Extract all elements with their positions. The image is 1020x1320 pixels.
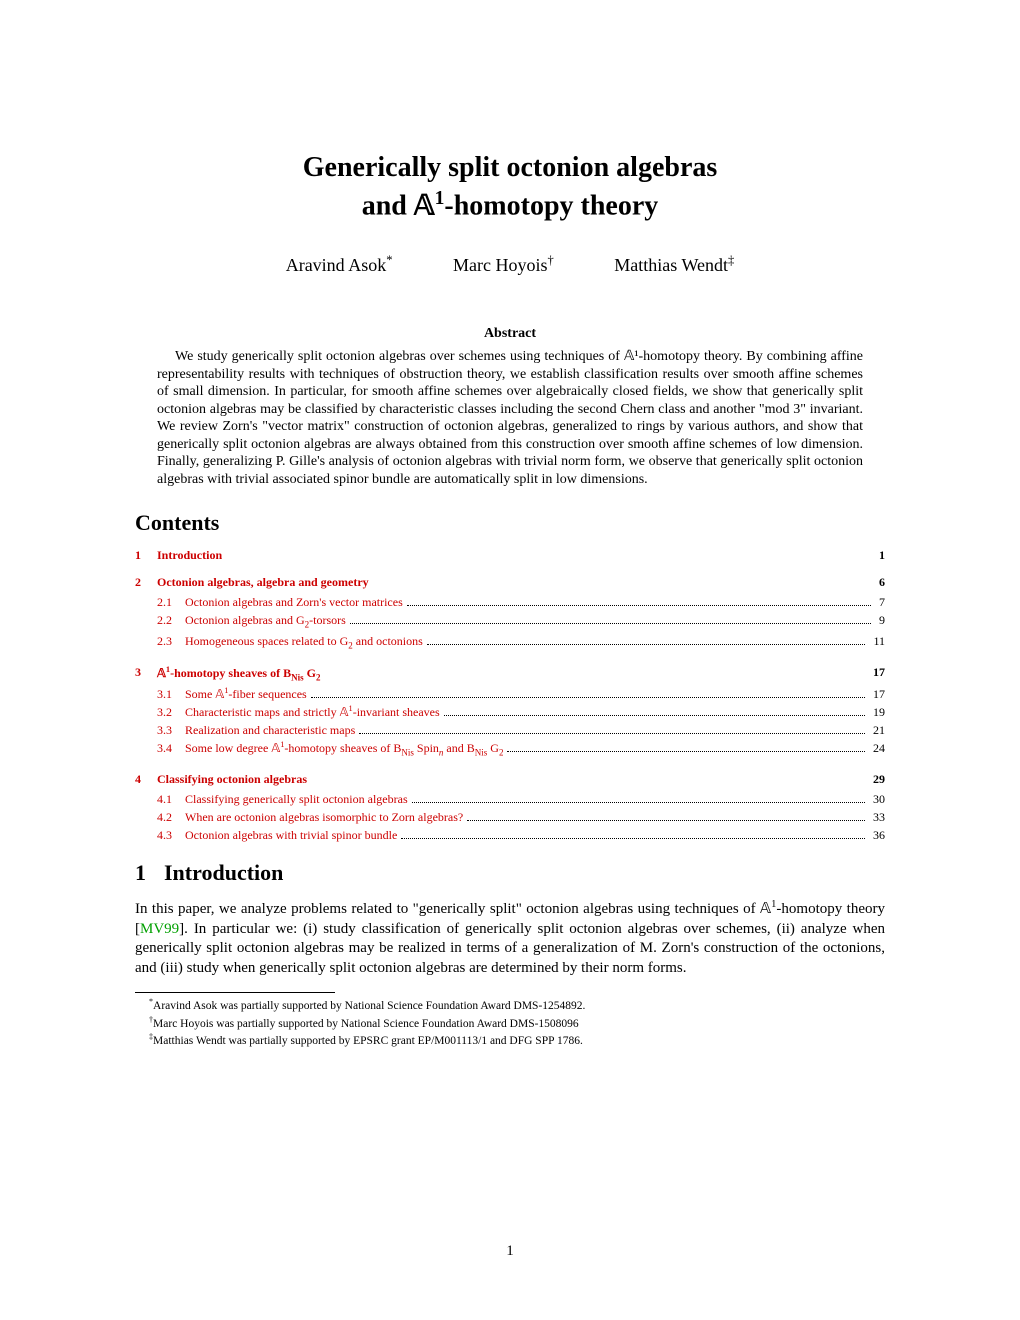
toc-subsection-2.2[interactable]: 2.2Octonion algebras and G2-torsors 9 xyxy=(157,611,885,632)
toc-sub-num: 3.1 xyxy=(157,685,185,703)
toc-sub-num: 4.1 xyxy=(157,790,185,808)
footnote-2-text: Marc Hoyois was partially supported by N… xyxy=(153,1017,579,1029)
author-3-name: Matthias Wendt xyxy=(614,255,728,275)
author-1-name: Aravind Asok xyxy=(286,255,387,275)
toc-dots xyxy=(359,733,865,734)
toc-section-1[interactable]: 1Introduction1 xyxy=(135,548,885,563)
toc-sub-page: 24 xyxy=(869,739,885,757)
author-2-mark: † xyxy=(547,253,553,267)
toc-dots xyxy=(507,751,865,752)
toc-subsection-2.3[interactable]: 2.3Homogeneous spaces related to G2 and … xyxy=(157,632,885,653)
section-1-number: 1 xyxy=(135,860,146,885)
toc-subsection-3.3[interactable]: 3.3Realization and characteristic maps 21 xyxy=(157,721,885,739)
toc-section-num: 2 xyxy=(135,575,157,590)
toc-sub-page: 17 xyxy=(869,685,885,703)
toc-sub-label: Classifying generically split octonion a… xyxy=(185,790,408,808)
author-3: Matthias Wendt‡ xyxy=(614,253,734,276)
title-sup-1: 1 xyxy=(435,188,445,209)
toc-sub-num: 2.1 xyxy=(157,593,185,611)
toc-section-label: Octonion algebras, algebra and geometry xyxy=(157,575,369,590)
toc-sub-label: Octonion algebras with trivial spinor bu… xyxy=(185,826,397,844)
toc-section-page: 1 xyxy=(873,548,885,563)
paper-title: Generically split octonion algebras and … xyxy=(135,150,885,225)
authors-row: Aravind Asok* Marc Hoyois† Matthias Wend… xyxy=(135,253,885,276)
toc-sub-page: 36 xyxy=(869,826,885,844)
toc-sub-page: 21 xyxy=(869,721,885,739)
title-line-1: Generically split octonion algebras xyxy=(303,152,718,183)
section-1-heading: 1 Introduction xyxy=(135,860,885,886)
toc-sub-label: Some low degree 𝔸1-homotopy sheaves of B… xyxy=(185,739,503,760)
title-line-2-prefix: and xyxy=(362,191,414,222)
title-line-2-suffix: -homotopy theory xyxy=(444,191,658,222)
toc-sub-page: 11 xyxy=(869,632,885,650)
toc-dots xyxy=(401,838,865,839)
toc-sub-page: 33 xyxy=(869,808,885,826)
toc-dots xyxy=(311,697,865,698)
contents-heading: Contents xyxy=(135,510,885,536)
toc-subsection-3.2[interactable]: 3.2Characteristic maps and strictly 𝔸1-i… xyxy=(157,703,885,721)
toc-sub-label: When are octonion algebras isomorphic to… xyxy=(185,808,463,826)
abstract-body: We study generically split octonion alge… xyxy=(135,348,885,488)
toc-subsection-4.1[interactable]: 4.1Classifying generically split octonio… xyxy=(157,790,885,808)
toc-sub-num: 3.3 xyxy=(157,721,185,739)
toc-sub-label: Realization and characteristic maps xyxy=(185,721,355,739)
author-1: Aravind Asok* xyxy=(286,253,393,276)
section-1-title: Introduction xyxy=(164,860,283,885)
footnote-3-text: Matthias Wendt was partially supported b… xyxy=(153,1035,583,1047)
footnote-rule xyxy=(135,992,335,993)
toc-sub-num: 2.3 xyxy=(157,632,185,650)
toc-sub-label: Octonion algebras and Zorn's vector matr… xyxy=(185,593,403,611)
toc-section-page: 17 xyxy=(867,665,885,682)
toc-dots xyxy=(467,820,865,821)
author-3-mark: ‡ xyxy=(728,253,734,267)
toc-sub-page: 9 xyxy=(875,611,885,629)
toc-sub-label: Some 𝔸1-fiber sequences xyxy=(185,685,307,703)
toc-sub-num: 4.2 xyxy=(157,808,185,826)
toc-section-4[interactable]: 4Classifying octonion algebras 29 xyxy=(135,772,885,787)
toc-section-2[interactable]: 2Octonion algebras, algebra and geometry… xyxy=(135,575,885,590)
toc-subsection-3.1[interactable]: 3.1Some 𝔸1-fiber sequences 17 xyxy=(157,685,885,703)
footnote-2: †Marc Hoyois was partially supported by … xyxy=(135,1015,885,1032)
toc-dots xyxy=(407,605,871,606)
intro-paragraph: In this paper, we analyze problems relat… xyxy=(135,898,885,978)
toc-sub-label: Homogeneous spaces related to G2 and oct… xyxy=(185,632,423,653)
footnote-3: ‡Matthias Wendt was partially supported … xyxy=(135,1032,885,1049)
toc-sub-page: 30 xyxy=(869,790,885,808)
toc-sub-num: 4.3 xyxy=(157,826,185,844)
footnote-1: *Aravind Asok was partially supported by… xyxy=(135,997,885,1014)
toc-sub-num: 3.4 xyxy=(157,739,185,757)
toc-sub-page: 19 xyxy=(869,703,885,721)
toc-sub-num: 2.2 xyxy=(157,611,185,629)
toc-dots xyxy=(444,715,865,716)
toc-dots xyxy=(412,802,865,803)
toc-section-label: 𝔸1-homotopy sheaves of BNis G2 xyxy=(157,665,320,682)
abstract-heading: Abstract xyxy=(135,326,885,342)
author-1-mark: * xyxy=(386,253,392,267)
toc-section-num: 1 xyxy=(135,548,157,563)
page-number: 1 xyxy=(0,1243,1020,1260)
author-2-name: Marc Hoyois xyxy=(453,255,547,275)
toc-section-label: Classifying octonion algebras xyxy=(157,772,307,787)
toc-subsection-4.3[interactable]: 4.3Octonion algebras with trivial spinor… xyxy=(157,826,885,844)
toc-dots xyxy=(350,623,871,624)
toc-sub-label: Octonion algebras and G2-torsors xyxy=(185,611,346,632)
toc-section-num: 3 xyxy=(135,665,157,682)
toc-dots xyxy=(427,644,866,645)
toc-section-3[interactable]: 3𝔸1-homotopy sheaves of BNis G2 17 xyxy=(135,665,885,682)
author-2: Marc Hoyois† xyxy=(453,253,554,276)
toc-section-label: Introduction xyxy=(157,548,222,563)
table-of-contents: 1Introduction12Octonion algebras, algebr… xyxy=(135,548,885,844)
toc-section-num: 4 xyxy=(135,772,157,787)
title-math-A: 𝔸 xyxy=(414,191,435,222)
toc-section-page: 29 xyxy=(867,772,885,787)
toc-sub-page: 7 xyxy=(875,593,885,611)
toc-sub-label: Characteristic maps and strictly 𝔸1-inva… xyxy=(185,703,440,721)
toc-subsection-4.2[interactable]: 4.2When are octonion algebras isomorphic… xyxy=(157,808,885,826)
toc-subsection-2.1[interactable]: 2.1Octonion algebras and Zorn's vector m… xyxy=(157,593,885,611)
toc-sub-num: 3.2 xyxy=(157,703,185,721)
footnote-1-text: Aravind Asok was partially supported by … xyxy=(153,1000,585,1012)
toc-subsection-3.4[interactable]: 3.4Some low degree 𝔸1-homotopy sheaves o… xyxy=(157,739,885,760)
toc-section-page: 6 xyxy=(873,575,885,590)
